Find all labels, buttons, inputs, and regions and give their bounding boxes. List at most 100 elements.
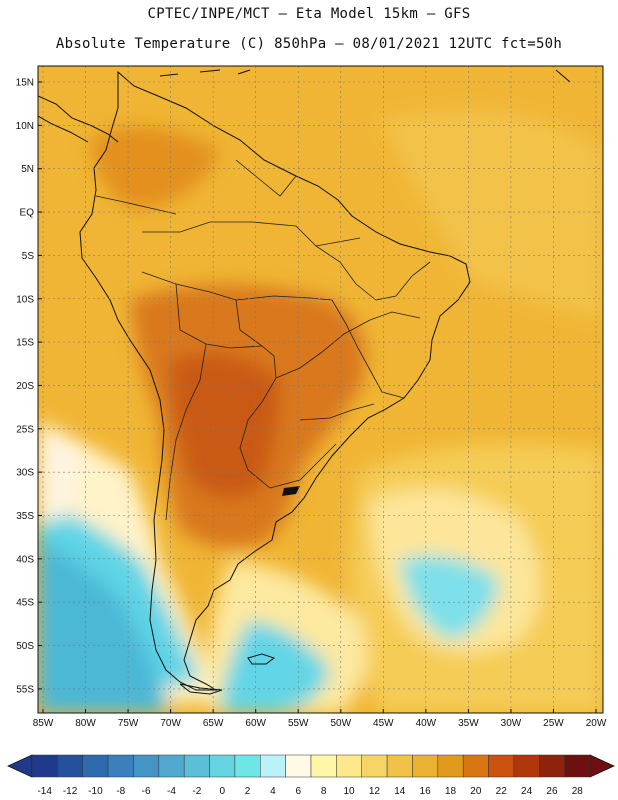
colorbar-label: 0 xyxy=(219,786,225,797)
lat-label: 55S xyxy=(16,684,34,695)
border-amazon-north xyxy=(142,221,361,247)
colorbar-label: 16 xyxy=(420,786,432,797)
lon-label: 25W xyxy=(543,718,564,729)
atlantic-cold-swirl xyxy=(400,555,500,640)
colorbar-swatch xyxy=(564,754,591,778)
colorbar-label: 10 xyxy=(343,786,355,797)
colorbar-swatch xyxy=(285,754,312,778)
pacific-pale-patch xyxy=(38,436,80,520)
colorbar-swatch xyxy=(539,754,565,778)
colorbar-swatch xyxy=(183,754,210,778)
colorbar-swatch xyxy=(462,754,489,778)
lat-label: EQ xyxy=(20,208,35,219)
chart-title-line2: Absolute Temperature (C) 850hPa – 08/01/… xyxy=(55,36,563,52)
caribbean-islands xyxy=(159,69,571,83)
colorbar-swatch xyxy=(361,754,388,778)
colorbar-swatch xyxy=(260,754,286,778)
colorbar-label: -12 xyxy=(63,786,78,797)
lat-label: 35S xyxy=(16,511,34,522)
lat-label: 20S xyxy=(16,381,34,392)
central-america-coast xyxy=(38,95,119,143)
colorbar-label: 4 xyxy=(270,786,276,797)
lat-label: 5S xyxy=(22,251,35,262)
colorbar-label: -14 xyxy=(37,786,52,797)
colorbar-label: -2 xyxy=(192,786,201,797)
lat-label: 50S xyxy=(16,641,34,652)
chart-title-line1: CPTEC/INPE/MCT – Eta Model 15km – GFS xyxy=(147,6,471,22)
lat-label: 30S xyxy=(16,468,34,479)
country-borders xyxy=(95,159,431,521)
colorbar-swatch xyxy=(386,754,413,778)
colorbar-label: -6 xyxy=(142,786,151,797)
lat-label: 10N xyxy=(16,121,34,132)
colorbar-label: 14 xyxy=(394,786,406,797)
lat-label: 40S xyxy=(16,554,34,565)
border-chile-argentina xyxy=(165,343,207,521)
colorbar-label: -8 xyxy=(116,786,125,797)
lon-label: 65W xyxy=(203,718,224,729)
lon-label: 80W xyxy=(75,718,96,729)
border-brazil-states-1 xyxy=(275,311,421,379)
colorbar-label: 26 xyxy=(546,786,558,797)
colorbar-swatch xyxy=(513,754,540,778)
lon-label: 45W xyxy=(373,718,394,729)
colorbar-swatch xyxy=(310,754,337,778)
south-america-coast xyxy=(79,70,471,691)
colorbar-swatch xyxy=(412,754,439,778)
coldest-pacific xyxy=(38,540,170,713)
colorbar-label: 24 xyxy=(521,786,533,797)
lon-label: 35W xyxy=(458,718,479,729)
colorbar-label: -10 xyxy=(88,786,103,797)
border-brazil-states-4 xyxy=(299,403,375,421)
lon-label: 20W xyxy=(586,718,607,729)
border-colombia-venezuela xyxy=(95,195,177,215)
border-uruguay xyxy=(269,443,337,489)
central-america-coast-2 xyxy=(38,115,89,143)
border-guianas xyxy=(235,159,297,197)
lon-label: 70W xyxy=(160,718,181,729)
colorbar-swatch xyxy=(158,754,185,778)
temperature-field xyxy=(38,66,603,713)
colorbar-swatch xyxy=(133,754,160,778)
lon-label: 40W xyxy=(416,718,437,729)
lon-label: 50W xyxy=(330,718,351,729)
border-bolivia xyxy=(175,283,277,379)
longitude-labels: 85W 80W 75W 70W 65W 60W 55W 50W 45W 40W 35W 30W 25W 2… xyxy=(33,709,607,729)
colorbar-label: 22 xyxy=(496,786,508,797)
colorbar-swatch xyxy=(82,754,109,778)
hottest-core xyxy=(170,353,280,498)
latitude-labels: 15N 10N 5N EQ 5S 10S 15S 20S 25S 30S 35S 40S 45S 50S 5… xyxy=(16,78,42,695)
colorbar-label: 20 xyxy=(470,786,482,797)
cold-patagonian-shelf xyxy=(220,620,330,713)
border-bolivia-brazil xyxy=(235,299,263,347)
lat-label: 10S xyxy=(16,294,34,305)
lon-label: 60W xyxy=(245,718,266,729)
lon-label: 30W xyxy=(501,718,522,729)
colorbar-label: 18 xyxy=(445,786,457,797)
lon-label: 55W xyxy=(288,718,309,729)
colorbar-swatch xyxy=(31,754,58,778)
open-ocean-yellow xyxy=(380,110,603,320)
colorbar-swatch xyxy=(209,754,236,778)
colorbar-label: 8 xyxy=(321,786,327,797)
colorbar-arrow-high xyxy=(589,754,615,778)
falkland-islands xyxy=(247,653,276,665)
lat-label: 25S xyxy=(16,424,34,435)
map-frame xyxy=(37,65,604,714)
border-brazil-states-2 xyxy=(331,299,405,399)
lon-label: 75W xyxy=(118,718,139,729)
colorbar-arrow-low xyxy=(7,754,33,778)
colorbar-label: 12 xyxy=(369,786,381,797)
lagoa-dos-patos xyxy=(282,486,300,496)
colorbar-swatch xyxy=(57,754,83,778)
colorbar-label: 6 xyxy=(296,786,302,797)
border-brazil-states-3 xyxy=(315,245,431,301)
border-paraguay xyxy=(239,377,277,489)
colorbar: -14 -12 -10 -8 -6 -4 -2 0 2 4 6 8 10 12 14 16 18 20 22 24 26… xyxy=(7,754,615,797)
colorbar-label: 2 xyxy=(245,786,251,797)
colorbar-swatch xyxy=(107,754,134,778)
tierra-del-fuego xyxy=(179,683,223,695)
colorbar-swatch xyxy=(437,754,464,778)
lat-label: 45S xyxy=(16,598,34,609)
